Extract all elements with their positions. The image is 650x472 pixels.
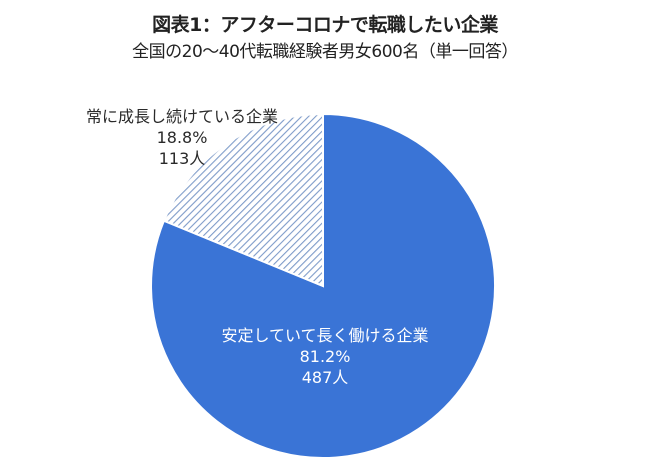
slice-label-stable-company: 安定していて長く働ける企業 81.2% 487人 <box>190 325 460 388</box>
slice-percent: 81.2% <box>299 347 351 366</box>
pie-slice-growing-company <box>162 112 324 288</box>
slice-count: 113人 <box>158 149 206 168</box>
slice-label-text: 安定していて長く働ける企業 <box>221 326 429 345</box>
slice-count: 487人 <box>301 368 349 387</box>
chart-subtitle: 全国の20～40代転職経験者男女600名（単一回答） <box>132 42 518 62</box>
slice-label-growing-company: 常に成長し続けている企業 18.8% 113人 <box>52 106 312 169</box>
chart-title: 図表1：アフターコロナで転職したい企業 <box>152 14 498 36</box>
slice-percent: 18.8% <box>156 128 208 147</box>
slice-label-text: 常に成長し続けている企業 <box>85 107 278 126</box>
